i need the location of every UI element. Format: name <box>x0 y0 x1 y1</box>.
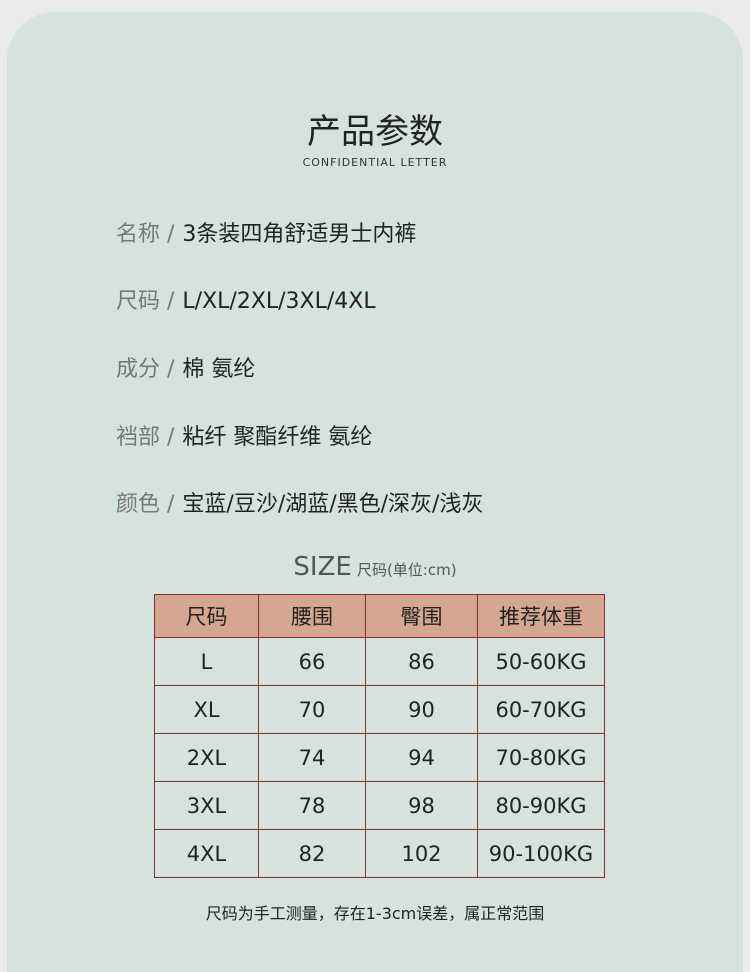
cell: XL <box>154 685 259 734</box>
table-row: 2XL 74 94 70-80KG <box>154 733 605 782</box>
param-value: 3条装四角舒适男士内裤 <box>182 222 417 247</box>
cell: L <box>154 637 259 686</box>
cell: 98 <box>365 781 478 830</box>
size-table: 尺码 腰围 臀围 推荐体重 L 66 86 50-60KG XL 70 90 60-70KG… <box>154 594 605 878</box>
table-header-row: 尺码 腰围 臀围 推荐体重 <box>154 594 605 638</box>
param-key: 成分 / <box>116 357 175 382</box>
cell: 4XL <box>154 829 259 878</box>
cell: 82 <box>258 829 366 878</box>
param-key: 尺码 / <box>116 289 175 314</box>
table-row: L 66 86 50-60KG <box>154 637 605 686</box>
cell: 74 <box>258 733 366 782</box>
param-key: 名称 / <box>116 222 175 247</box>
cell: 70-80KG <box>477 733 605 782</box>
table-row: 3XL 78 98 80-90KG <box>154 781 605 830</box>
cell: 70 <box>258 685 366 734</box>
param-value: 粘纤 聚酯纤维 氨纶 <box>182 425 373 450</box>
param-crotch: 裆部 / 粘纤 聚酯纤维 氨纶 <box>116 419 372 451</box>
table-row: XL 70 90 60-70KG <box>154 685 605 734</box>
header-cell: 臀围 <box>365 594 478 638</box>
param-key: 颜色 / <box>116 492 175 517</box>
cell: 3XL <box>154 781 259 830</box>
cell: 102 <box>365 829 478 878</box>
param-colors: 颜色 / 宝蓝/豆沙/湖蓝/黑色/深灰/浅灰 <box>116 486 483 518</box>
param-size: 尺码 / L/XL/2XL/3XL/4XL <box>116 283 376 315</box>
page-subtitle: CONFIDENTIAL LETTER <box>302 156 448 169</box>
cell: 86 <box>365 637 478 686</box>
table-row: 4XL 82 102 90-100KG <box>154 829 605 878</box>
cell: 90-100KG <box>477 829 605 878</box>
header-cell: 推荐体重 <box>477 594 605 638</box>
size-title: SIZE <box>293 552 352 582</box>
measurement-note: 尺码为手工测量，存在1-3cm误差，属正常范围 <box>205 904 545 923</box>
size-heading: SIZE 尺码(单位:cm) <box>0 552 750 582</box>
param-value: 棉 氨纶 <box>182 357 256 382</box>
cell: 66 <box>258 637 366 686</box>
cell: 2XL <box>154 733 259 782</box>
cell: 90 <box>365 685 478 734</box>
param-name: 名称 / 3条装四角舒适男士内裤 <box>116 216 416 248</box>
param-key: 裆部 / <box>116 425 175 450</box>
param-value: 宝蓝/豆沙/湖蓝/黑色/深灰/浅灰 <box>182 492 484 517</box>
cell: 60-70KG <box>477 685 605 734</box>
cell: 94 <box>365 733 478 782</box>
cell: 78 <box>258 781 366 830</box>
header-cell: 腰围 <box>258 594 366 638</box>
cell: 80-90KG <box>477 781 605 830</box>
param-value: L/XL/2XL/3XL/4XL <box>182 289 376 314</box>
cell: 50-60KG <box>477 637 605 686</box>
page-title: 产品参数 <box>307 112 443 152</box>
header-cell: 尺码 <box>154 594 259 638</box>
size-unit: 尺码(单位:cm) <box>356 561 457 579</box>
param-material: 成分 / 棉 氨纶 <box>116 351 255 383</box>
